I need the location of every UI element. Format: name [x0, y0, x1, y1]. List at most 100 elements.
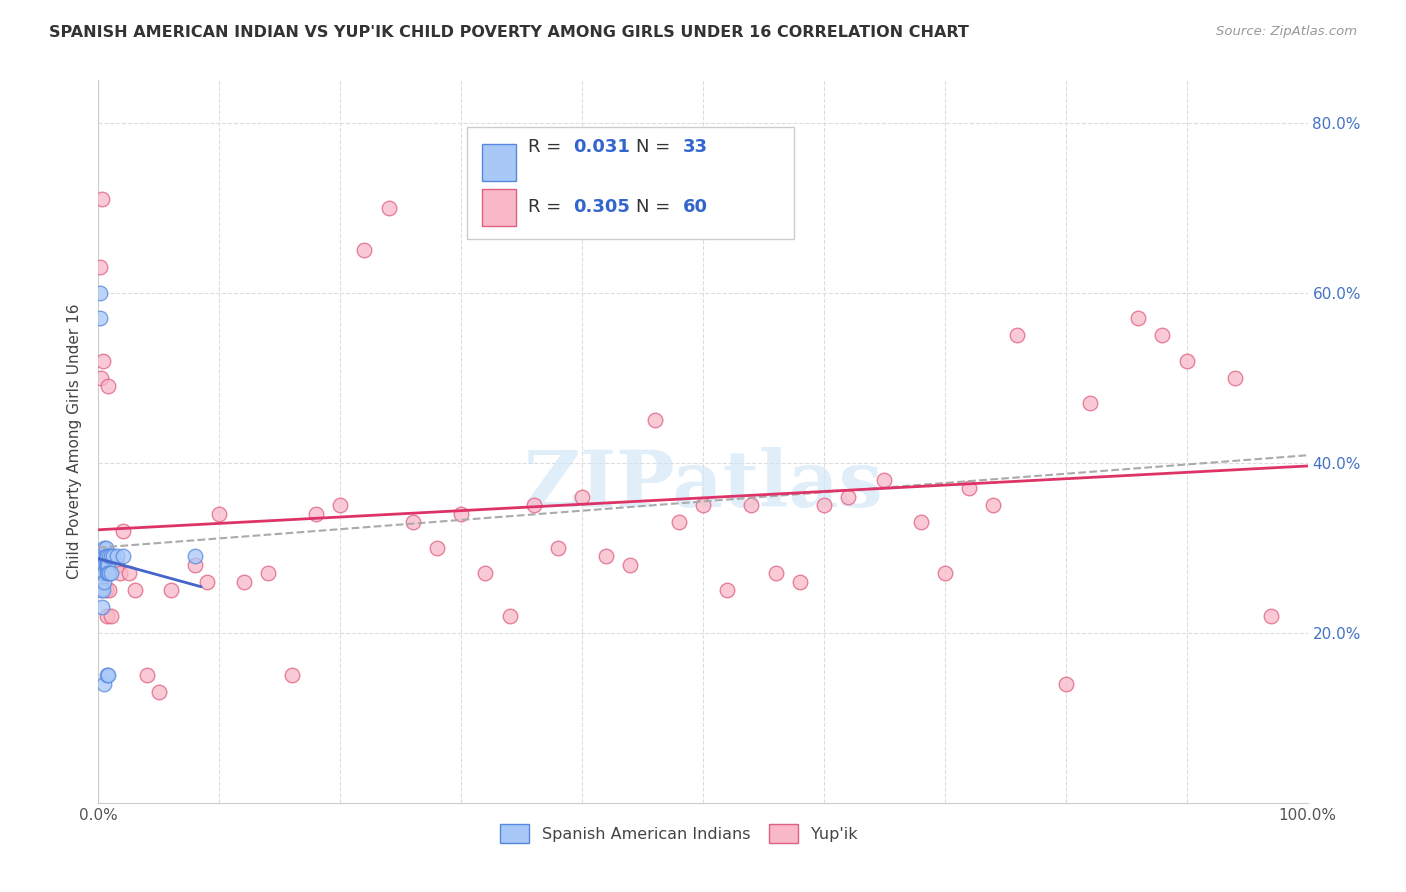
- Point: [523, 498, 546, 512]
- Point: [135, 668, 157, 682]
- Point: [98, 549, 121, 564]
- Point: [97, 668, 120, 682]
- Point: [97, 566, 120, 581]
- Point: [91, 558, 114, 572]
- Point: [148, 685, 170, 699]
- Point: [91, 549, 114, 564]
- Point: [91, 600, 114, 615]
- Point: [305, 507, 328, 521]
- Point: [91, 353, 114, 368]
- Point: [644, 413, 666, 427]
- Text: N =: N =: [637, 138, 676, 156]
- Point: [1054, 677, 1077, 691]
- Point: [716, 583, 738, 598]
- Point: [595, 549, 617, 564]
- Point: [91, 566, 114, 581]
- Point: [96, 566, 118, 581]
- Point: [90, 583, 112, 598]
- Point: [474, 566, 496, 581]
- Point: [124, 583, 146, 598]
- Point: [450, 507, 472, 521]
- Point: [740, 498, 762, 512]
- Point: [98, 583, 121, 598]
- Point: [1078, 396, 1101, 410]
- Point: [789, 574, 811, 589]
- Text: 0.031: 0.031: [574, 138, 630, 156]
- Point: [91, 566, 114, 581]
- Point: [94, 583, 117, 598]
- Point: [89, 285, 111, 300]
- Point: [96, 668, 118, 682]
- Point: [89, 260, 111, 275]
- Point: [1223, 371, 1246, 385]
- Point: [111, 524, 134, 538]
- Text: SPANISH AMERICAN INDIAN VS YUP'IK CHILD POVERTY AMONG GIRLS UNDER 16 CORRELATION: SPANISH AMERICAN INDIAN VS YUP'IK CHILD …: [49, 25, 969, 40]
- Point: [89, 311, 111, 326]
- Point: [93, 566, 115, 581]
- Point: [329, 498, 352, 512]
- Point: [160, 583, 183, 598]
- FancyBboxPatch shape: [482, 188, 516, 227]
- Point: [957, 481, 980, 495]
- Text: 33: 33: [682, 138, 707, 156]
- Point: [981, 498, 1004, 512]
- Point: [184, 549, 207, 564]
- Point: [94, 549, 117, 564]
- Point: [100, 608, 122, 623]
- Text: N =: N =: [637, 198, 676, 217]
- Text: ZIPatlas: ZIPatlas: [523, 447, 883, 523]
- Point: [426, 541, 449, 555]
- Point: [1152, 328, 1174, 343]
- Point: [94, 558, 117, 572]
- Point: [765, 566, 787, 581]
- FancyBboxPatch shape: [482, 144, 516, 181]
- Text: 60: 60: [682, 198, 707, 217]
- Text: Source: ZipAtlas.com: Source: ZipAtlas.com: [1216, 25, 1357, 38]
- Point: [111, 549, 134, 564]
- Point: [184, 558, 207, 572]
- Point: [101, 549, 124, 564]
- Point: [97, 558, 120, 572]
- Point: [813, 498, 835, 512]
- FancyBboxPatch shape: [467, 128, 793, 239]
- Point: [90, 371, 112, 385]
- Point: [100, 566, 122, 581]
- Point: [1007, 328, 1029, 343]
- Text: R =: R =: [527, 138, 567, 156]
- Point: [281, 668, 304, 682]
- Point: [910, 516, 932, 530]
- Point: [547, 541, 569, 555]
- Point: [100, 549, 122, 564]
- Point: [108, 566, 131, 581]
- Point: [91, 192, 114, 206]
- Point: [96, 558, 118, 572]
- Point: [93, 677, 115, 691]
- Text: 0.305: 0.305: [574, 198, 630, 217]
- Point: [353, 244, 375, 258]
- Point: [93, 574, 115, 589]
- Point: [118, 566, 141, 581]
- Y-axis label: Child Poverty Among Girls Under 16: Child Poverty Among Girls Under 16: [67, 304, 83, 579]
- Point: [91, 583, 114, 598]
- Point: [93, 541, 115, 555]
- Point: [97, 379, 120, 393]
- Point: [402, 516, 425, 530]
- Point: [873, 473, 896, 487]
- Point: [105, 558, 128, 572]
- Point: [837, 490, 859, 504]
- Point: [498, 608, 520, 623]
- Text: R =: R =: [527, 198, 567, 217]
- Point: [195, 574, 218, 589]
- Point: [256, 566, 278, 581]
- Point: [692, 498, 714, 512]
- Point: [96, 549, 118, 564]
- Point: [668, 516, 690, 530]
- Point: [93, 558, 115, 572]
- Point: [98, 566, 121, 581]
- Point: [93, 558, 115, 572]
- Point: [377, 201, 399, 215]
- Legend: Spanish American Indians, Yup'ik: Spanish American Indians, Yup'ik: [494, 818, 863, 849]
- Point: [232, 574, 254, 589]
- Point: [94, 541, 117, 555]
- Point: [105, 549, 128, 564]
